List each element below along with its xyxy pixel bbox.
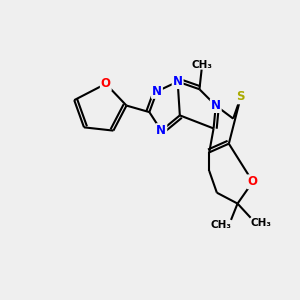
Text: CH₃: CH₃ (191, 60, 212, 70)
Text: CH₃: CH₃ (210, 220, 231, 230)
Text: O: O (101, 77, 111, 90)
Text: S: S (237, 90, 245, 104)
Text: N: N (152, 85, 162, 98)
Text: N: N (211, 99, 221, 112)
Text: O: O (248, 175, 258, 188)
Text: N: N (156, 124, 166, 137)
Text: N: N (173, 75, 183, 88)
Text: CH₃: CH₃ (250, 218, 272, 228)
